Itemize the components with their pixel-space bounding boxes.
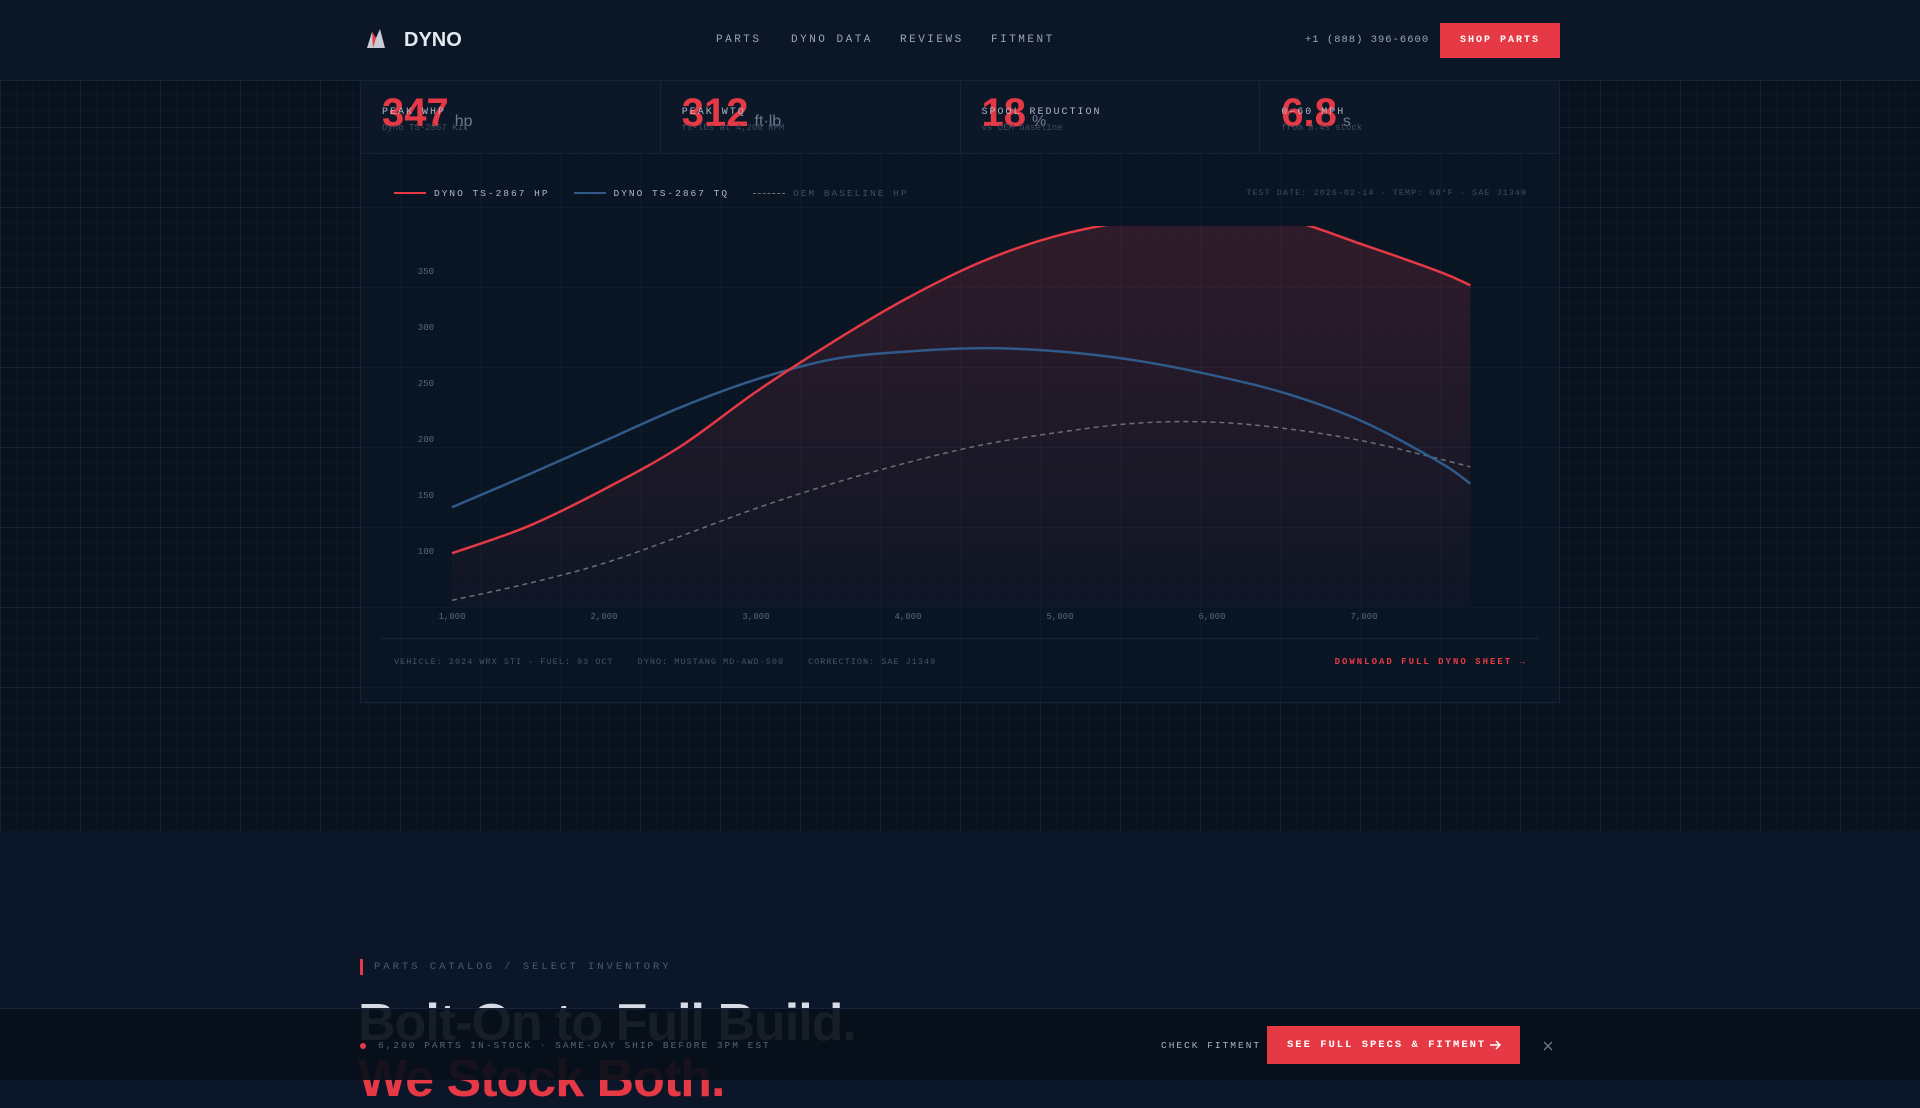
stat-label: 0–60 MPH — [1281, 107, 1346, 118]
chart: 100 150 200 250 300 350 1,000 2,000 3,000 4,000 5,… — [418, 226, 1472, 622]
legend-item: OEM BASELINE HP — [753, 188, 909, 199]
series-line — [451, 346, 1472, 509]
stat-value: 6.8 s — [1281, 93, 1351, 142]
x-tick-label: 7,000 — [1350, 612, 1377, 622]
arrow-icon — [1490, 1040, 1502, 1050]
stat-sub: Dyno TS-2867 Kit — [382, 123, 469, 133]
test-info: TEST DATE: 2026-02-14 · TEMP: 68°F · SAE… — [1246, 188, 1527, 198]
nav-link[interactable]: DYNO DATA — [791, 34, 873, 46]
legend-item: DYNO TS-2867 HP — [394, 188, 550, 199]
stat-sub: from 8.4s stock — [1281, 123, 1363, 133]
legend: DYNO TS-2867 HP DYNO TS-2867 TQ OEM BASELI… — [394, 188, 909, 199]
divider — [381, 638, 1539, 639]
status-dot — [360, 1043, 366, 1049]
stat-value: 347 hp — [382, 93, 473, 142]
stat-label: PEAK WTQ — [681, 107, 746, 118]
brand[interactable]: DYNO — [404, 29, 462, 51]
y-tick-label: 150 — [418, 491, 434, 501]
stat-card: 312 ft·lb PEAK WTQ ft-lbs at 4,200 RPM — [661, 41, 961, 153]
legend-label: DYNO TS-2867 HP — [434, 188, 550, 199]
y-tick-label: 300 — [418, 323, 434, 333]
panel-footer: VEHICLE: 2024 WRX STI · FUEL: 93 OCT DYNO… — [394, 657, 936, 667]
stat-number: 18 — [981, 91, 1027, 135]
stat-number: 312 — [681, 91, 749, 135]
legend-label: DYNO TS-2867 TQ — [613, 188, 730, 199]
stat-unit: ft·lb — [754, 113, 782, 130]
eyebrow-bar — [360, 959, 363, 975]
x-tick-label: 3,000 — [742, 612, 769, 622]
close-icon[interactable] — [1543, 1041, 1553, 1051]
phone[interactable]: +1 (888) 396-6600 — [1305, 34, 1430, 46]
series-line — [451, 226, 1471, 555]
navbar: DYNO PARTS DYNO DATA REVIEWS FITMENT +1 … — [0, 0, 1920, 81]
nav-link[interactable]: REVIEWS — [900, 34, 964, 46]
series-line — [451, 420, 1471, 602]
stat-unit: hp — [454, 113, 473, 130]
nav-link[interactable]: FITMENT — [991, 34, 1055, 46]
stat-sub: ft-lbs at 4,200 RPM — [681, 123, 785, 133]
specs-button-label[interactable]: SEE FULL SPECS & FITMENT — [1287, 1039, 1487, 1051]
eyebrow: PARTS CATALOG / SELECT INVENTORY — [374, 961, 672, 973]
specs-button[interactable]: SEE FULL SPECS & FITMENT — [1267, 1026, 1520, 1064]
logo-icon — [367, 29, 385, 48]
stat-value: 312 ft·lb — [682, 93, 781, 142]
x-tick-label: 6,000 — [1198, 612, 1225, 622]
stat-label: PEAK WHP — [382, 107, 447, 118]
x-tick-label: 5,000 — [1046, 612, 1073, 622]
stat-unit: s — [1342, 113, 1351, 130]
status-text: 6,200 PARTS IN-STOCK · SAME-DAY SHIP BEF… — [378, 1040, 771, 1051]
footer-item: CORRECTION: SAE J1349 — [808, 657, 937, 667]
legend-swatch — [573, 192, 606, 195]
nav-link[interactable]: PARTS — [716, 34, 762, 46]
stat-number: 6.8 — [1281, 91, 1337, 135]
download-link[interactable]: DOWNLOAD FULL DYNO SHEET → — [1334, 657, 1527, 667]
shop-button[interactable]: SHOP PARTS — [1440, 23, 1560, 58]
x-tick-label: 2,000 — [590, 612, 617, 622]
footer-item: VEHICLE: 2024 WRX STI · FUEL: 93 OCT — [394, 657, 614, 667]
stat-number: 347 — [382, 91, 449, 135]
y-tick-label: 100 — [418, 547, 434, 557]
footer-item: DYNO: MUSTANG MD-AWD-500 — [637, 657, 785, 667]
stat-sub: vs OEM baseline — [981, 123, 1063, 133]
y-tick-label: 350 — [418, 267, 434, 277]
plot — [451, 226, 1472, 607]
x-tick-label: 1,000 — [438, 612, 465, 622]
stat-card: 347 hp PEAK WHP Dyno TS-2867 Kit — [361, 41, 661, 153]
dyno-panel: 100 150 200 250 300 350 1,000 2,000 3,000 4,000 5,… — [360, 154, 1560, 703]
x-tick-label: 4,000 — [894, 612, 921, 622]
y-tick-label: 250 — [418, 379, 434, 389]
y-tick-label: 200 — [418, 435, 434, 445]
stat-label: SPOOL REDUCTION — [981, 107, 1102, 118]
check-fitment[interactable]: CHECK FITMENT — [1161, 1040, 1262, 1051]
hp-area — [452, 226, 1471, 607]
stat-card: 6.8 s 0–60 MPH from 8.4s stock — [1260, 41, 1559, 153]
legend-item: DYNO TS-2867 TQ — [573, 188, 730, 199]
stat-value: 18% — [982, 93, 1047, 142]
stat-card: 18% SPOOL REDUCTION vs OEM baseline — [961, 41, 1261, 153]
legend-label: OEM BASELINE HP — [793, 188, 909, 199]
legend-swatch — [753, 192, 786, 194]
legend-swatch — [394, 192, 426, 195]
bottom-bar: 6,200 PARTS IN-STOCK · SAME-DAY SHIP BEF… — [0, 1008, 1920, 1080]
stat-unit: % — [1032, 113, 1047, 130]
